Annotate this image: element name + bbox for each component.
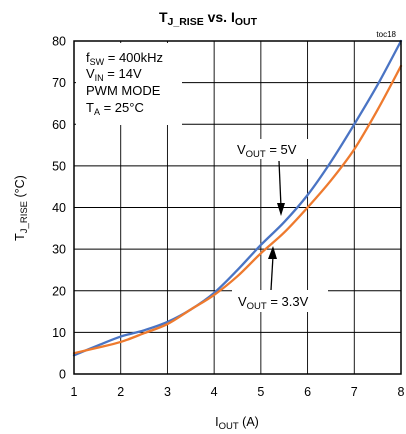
condition-mode: PWM MODE: [86, 83, 161, 98]
condition-ta: TA = 25°C: [86, 100, 144, 117]
y-tick-label: 10: [52, 326, 66, 340]
arrow-3v3-line: [270, 255, 274, 291]
condition-vin: VIN = 14V: [86, 66, 142, 83]
y-tick-label: 40: [52, 201, 66, 215]
y-tick-label: 70: [52, 76, 66, 90]
x-tick-label: 3: [164, 385, 171, 399]
y-tick-label: 60: [52, 118, 66, 132]
arrow-5v-head: [277, 203, 285, 216]
x-tick-label: 7: [351, 385, 358, 399]
y-tick-label: 30: [52, 243, 66, 257]
series-line-vout-3v3: [72, 64, 403, 355]
x-tick-label: 1: [71, 385, 78, 399]
x-tick-label: 2: [117, 385, 124, 399]
x-axis-label: IOUT (A): [215, 415, 259, 432]
x-tick-label: 5: [257, 385, 264, 399]
conditions-text: fSW = 400kHz VIN = 14V PWM MODE TA = 25°…: [86, 50, 163, 117]
y-tick-label: 50: [52, 159, 66, 173]
y-axis-label: TJ_RISE (°C): [13, 175, 30, 241]
condition-fsw: fSW = 400kHz: [86, 50, 163, 67]
y-tick-labels: 0 10 20 30 40 50 60 70 80: [52, 35, 66, 382]
chart-title: TJ_RISE vs. IOUT: [159, 9, 258, 28]
arrow-3v3-head: [268, 246, 277, 259]
x-tick-labels: 1 2 3 4 5 6 7 8: [71, 385, 405, 399]
y-tick-label: 80: [52, 35, 66, 49]
label-33v-background: [232, 290, 328, 312]
plot-frame: [73, 40, 402, 375]
series-line-vout-5v: [72, 39, 403, 357]
conditions-box: [76, 43, 182, 125]
x-tick-label: 6: [304, 385, 311, 399]
series-layer: [72, 39, 403, 357]
label-vout-5v: VOUT = 5V: [237, 142, 297, 160]
label-5v-background: [231, 139, 315, 159]
arrow-5v-line: [278, 160, 282, 208]
x-tick-label: 8: [398, 385, 405, 399]
x-tick-label: 4: [211, 385, 218, 399]
reference-tag: toc18: [376, 30, 396, 39]
label-vout-3v3: VOUT = 3.3V: [238, 294, 309, 312]
y-tick-label: 0: [59, 368, 66, 382]
y-tick-label: 20: [52, 284, 66, 298]
